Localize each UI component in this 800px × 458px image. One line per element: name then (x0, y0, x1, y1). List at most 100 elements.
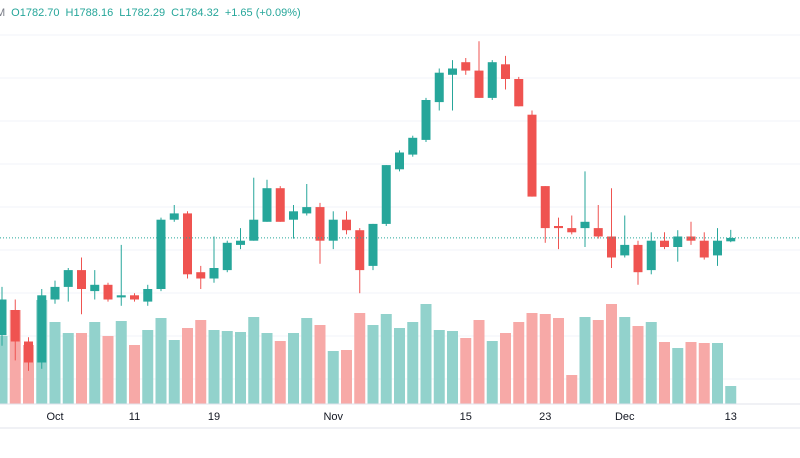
candle-body (355, 230, 365, 271)
legend-item: C1784.32 (171, 7, 219, 19)
candle-body (540, 186, 550, 229)
volume-bar (195, 320, 207, 404)
volume-bar (460, 338, 472, 404)
volume-bar (49, 322, 61, 404)
volume-bar (380, 314, 392, 404)
volume-bar (182, 328, 193, 404)
volume-bar (235, 332, 246, 404)
volume-bar (420, 304, 432, 404)
x-axis: Oct 11 19 Nov 15 23 Dec 13 (46, 411, 736, 423)
volume-bar (102, 336, 114, 404)
candle-body (408, 137, 418, 155)
candle-body (77, 270, 86, 289)
x-tick-label: Nov (323, 411, 343, 423)
volume-bar (725, 386, 737, 404)
candle-body (368, 223, 378, 266)
volume-bar (288, 333, 299, 404)
candle-body (434, 72, 444, 103)
legend-item: H1788.16 (66, 7, 114, 19)
volume-bar (248, 317, 260, 404)
volume-bar (76, 333, 87, 404)
candle-body (686, 236, 696, 241)
volume-bar (221, 331, 233, 404)
volume-bar (566, 375, 578, 404)
legend-item: L1782.29 (119, 7, 165, 19)
legend-item: +1.65 (+0.09%) (225, 7, 301, 19)
volume-bar (261, 333, 273, 404)
volume-bar (619, 317, 631, 404)
price-pane (0, 41, 800, 371)
candle-body (169, 213, 179, 220)
candle-body (156, 219, 166, 289)
ohlc-legend: M O1782.70 H1788.16 L1782.29 C1784.32 +1.65 (… (0, 7, 301, 19)
candle-body (315, 207, 325, 241)
candle-body (262, 188, 272, 222)
volume-bar (500, 333, 511, 404)
volume-bar (394, 328, 405, 404)
volume-bar (526, 313, 538, 404)
candle-body (527, 114, 537, 197)
candle-body (421, 100, 431, 140)
candle-body (50, 286, 60, 300)
volume-bar (712, 343, 723, 404)
x-tick-label: Oct (46, 411, 63, 423)
volume-bar (341, 350, 352, 404)
candle-body (514, 79, 524, 107)
volume-bar (327, 351, 339, 404)
volume-pane (0, 300, 737, 404)
volume-bar (23, 345, 34, 404)
volume-bar (659, 342, 670, 404)
volume-bar (367, 325, 379, 404)
legend-item: O1782.70 (11, 7, 59, 19)
candle-body (289, 211, 298, 220)
volume-bar (685, 342, 697, 404)
candle-body (660, 240, 669, 247)
candle-body (726, 237, 736, 242)
legend-item: M (0, 7, 5, 19)
volume-bar (208, 330, 220, 404)
candle-body (103, 284, 113, 300)
candle-body (395, 152, 404, 170)
volume-bar (354, 313, 366, 404)
volume-bar (62, 333, 74, 404)
candle-body (130, 295, 139, 300)
volume-bar (142, 330, 154, 404)
volume-bar (407, 322, 419, 404)
candle-body (24, 341, 33, 363)
volume-bar (155, 318, 167, 404)
candle-body (209, 268, 219, 279)
candle-body (90, 284, 100, 292)
volume-bar (314, 325, 326, 404)
candle-body (713, 240, 722, 256)
candle-body (474, 70, 484, 98)
x-tick-label: Dec (615, 411, 635, 423)
candle-body (328, 219, 338, 241)
x-tick-label: 19 (208, 411, 220, 423)
volume-bar (645, 322, 657, 404)
volume-bar (539, 314, 551, 404)
candle-body (633, 244, 643, 273)
volume-bar (486, 341, 498, 404)
candle-body (501, 64, 510, 79)
candle-body (63, 270, 73, 287)
candle-body (646, 240, 656, 271)
candle-body (143, 289, 153, 302)
candle-body (487, 62, 497, 98)
candle-body (381, 165, 391, 224)
volume-bar (513, 322, 525, 404)
volume-bar (698, 343, 710, 404)
volume-bar (632, 326, 644, 404)
candle-body (567, 228, 577, 233)
candle-body (0, 299, 7, 336)
volume-bar (473, 320, 485, 404)
candle-body (222, 242, 232, 271)
volume-bar (168, 340, 180, 404)
candle-body (673, 236, 683, 247)
candle-body (607, 236, 616, 258)
candle-body (10, 310, 20, 342)
volume-bar (301, 318, 313, 404)
volume-bar (89, 322, 101, 404)
candle-body (302, 207, 312, 214)
volume-bar (579, 317, 591, 404)
